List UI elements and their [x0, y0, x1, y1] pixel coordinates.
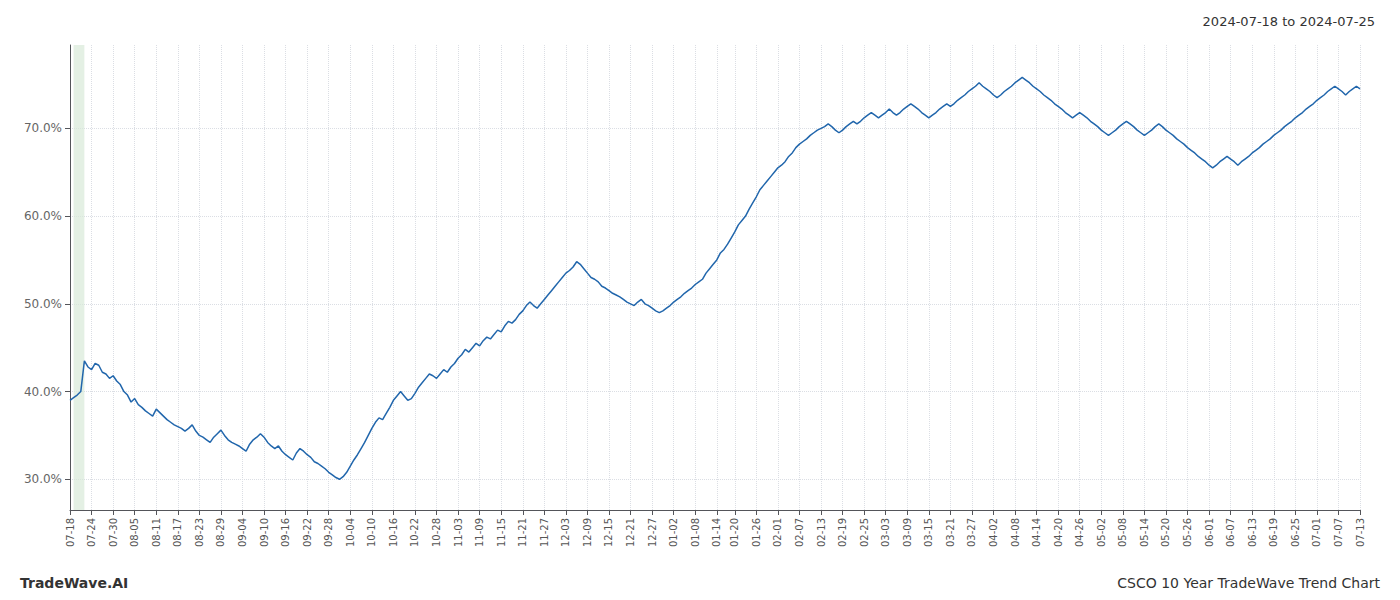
svg-text:10-28: 10-28: [431, 518, 442, 547]
svg-text:CSCO 10 Year TradeWave Trend C: CSCO 10 Year TradeWave Trend Chart: [1117, 575, 1380, 591]
svg-text:09-16: 09-16: [280, 518, 291, 547]
svg-text:04-08: 04-08: [1010, 518, 1021, 547]
svg-text:40.0%: 40.0%: [24, 385, 62, 399]
svg-text:01-26: 01-26: [751, 518, 762, 547]
svg-text:02-19: 02-19: [837, 518, 848, 547]
svg-text:05-02: 05-02: [1096, 518, 1107, 547]
svg-text:09-04: 09-04: [237, 518, 248, 547]
svg-text:01-02: 01-02: [668, 518, 679, 547]
svg-text:08-23: 08-23: [194, 518, 205, 547]
svg-text:06-25: 06-25: [1290, 518, 1301, 547]
svg-text:12-15: 12-15: [603, 518, 614, 547]
svg-text:05-26: 05-26: [1182, 518, 1193, 547]
svg-text:07-13: 07-13: [1355, 518, 1366, 547]
svg-text:11-15: 11-15: [496, 518, 507, 547]
svg-text:02-07: 02-07: [794, 518, 805, 547]
svg-text:04-26: 04-26: [1074, 518, 1085, 547]
svg-text:10-22: 10-22: [409, 518, 420, 547]
svg-text:05-20: 05-20: [1160, 518, 1171, 547]
svg-text:07-01: 07-01: [1311, 518, 1322, 547]
svg-text:09-10: 09-10: [259, 518, 270, 547]
svg-text:12-03: 12-03: [560, 518, 571, 547]
svg-text:30.0%: 30.0%: [24, 472, 62, 486]
svg-text:02-13: 02-13: [816, 518, 827, 547]
svg-text:12-27: 12-27: [647, 518, 658, 547]
svg-text:08-05: 08-05: [129, 518, 140, 547]
svg-text:TradeWave.AI: TradeWave.AI: [20, 575, 128, 591]
svg-text:03-09: 03-09: [902, 518, 913, 547]
svg-text:10-10: 10-10: [366, 518, 377, 547]
svg-text:12-09: 12-09: [582, 518, 593, 547]
svg-text:03-27: 03-27: [966, 518, 977, 547]
svg-text:04-02: 04-02: [988, 518, 999, 547]
svg-text:08-17: 08-17: [172, 518, 183, 547]
svg-text:05-08: 05-08: [1117, 518, 1128, 547]
svg-text:04-14: 04-14: [1031, 518, 1042, 547]
svg-text:08-11: 08-11: [151, 518, 162, 547]
svg-text:03-21: 03-21: [945, 518, 956, 547]
svg-text:06-07: 06-07: [1225, 518, 1236, 547]
svg-text:01-08: 01-08: [690, 518, 701, 547]
svg-text:06-13: 06-13: [1247, 518, 1258, 547]
svg-text:01-14: 01-14: [711, 518, 722, 547]
svg-text:07-30: 07-30: [108, 518, 119, 547]
svg-text:60.0%: 60.0%: [24, 209, 62, 223]
svg-text:11-21: 11-21: [517, 518, 528, 547]
svg-text:07-18: 07-18: [65, 518, 76, 547]
svg-text:08-29: 08-29: [215, 518, 226, 547]
svg-text:05-14: 05-14: [1139, 518, 1150, 547]
svg-text:06-01: 06-01: [1204, 518, 1215, 547]
svg-text:70.0%: 70.0%: [24, 121, 62, 135]
svg-text:06-19: 06-19: [1268, 518, 1279, 547]
svg-text:09-22: 09-22: [302, 518, 313, 547]
svg-text:07-07: 07-07: [1333, 518, 1344, 547]
svg-text:2024-07-18 to 2024-07-25: 2024-07-18 to 2024-07-25: [1203, 14, 1375, 29]
svg-text:10-16: 10-16: [388, 518, 399, 547]
svg-text:11-03: 11-03: [453, 518, 464, 547]
svg-text:50.0%: 50.0%: [24, 297, 62, 311]
svg-text:11-27: 11-27: [539, 518, 550, 547]
svg-text:03-15: 03-15: [923, 518, 934, 547]
svg-text:09-28: 09-28: [323, 518, 334, 547]
svg-text:11-09: 11-09: [474, 518, 485, 547]
svg-text:12-21: 12-21: [625, 518, 636, 547]
svg-text:02-25: 02-25: [859, 518, 870, 547]
svg-text:07-24: 07-24: [86, 518, 97, 547]
svg-text:01-20: 01-20: [729, 518, 740, 547]
svg-text:10-04: 10-04: [345, 518, 356, 547]
svg-text:03-03: 03-03: [880, 518, 891, 547]
svg-text:04-20: 04-20: [1053, 518, 1064, 547]
svg-text:02-01: 02-01: [772, 518, 783, 547]
